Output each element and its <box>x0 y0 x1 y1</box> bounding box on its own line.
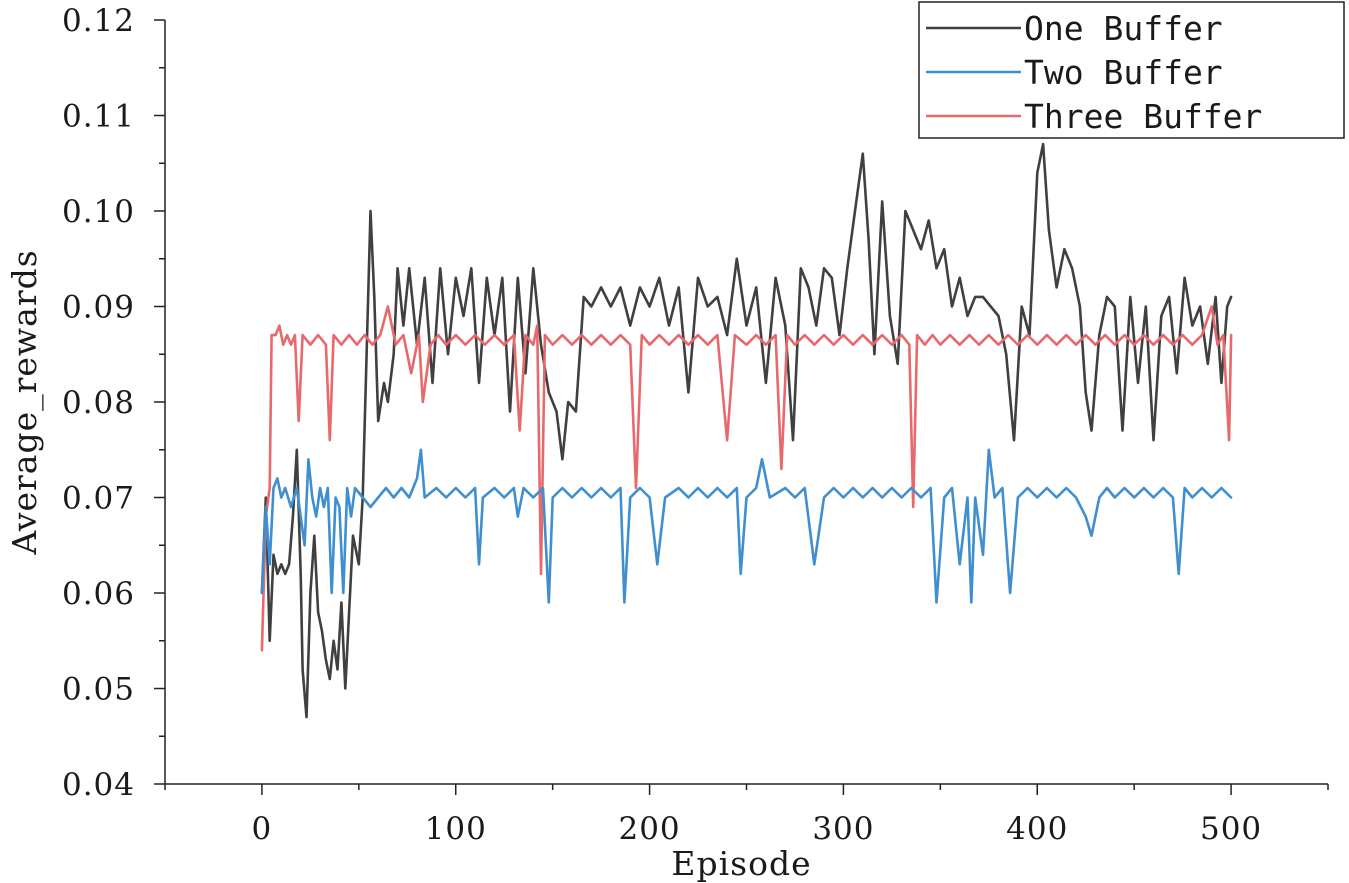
axes: 0.04 0.05 0.06 0.07 0.08 0.09 0.10 0.11 0.12 0 100… <box>5 3 1329 883</box>
legend-label: One Buffer <box>1024 9 1223 48</box>
series-line-two-buffer <box>260 448 1233 604</box>
legend-label: Three Buffer <box>1024 97 1262 136</box>
x-tick-label: 200 <box>618 811 680 847</box>
y-axis-title: Average_rewards <box>5 249 45 555</box>
x-tick-label: 500 <box>1200 811 1262 847</box>
x-tick-label: 0 <box>252 811 273 847</box>
y-tick-label: 0.10 <box>62 194 135 230</box>
y-tick-label: 0.06 <box>62 576 135 612</box>
legend: One Buffer Two Buffer Three Buffer <box>918 1 1345 139</box>
y-tick-label: 0.08 <box>62 385 135 421</box>
legend-label: Two Buffer <box>1024 53 1223 92</box>
plot-area <box>260 142 1233 719</box>
y-tick-label: 0.04 <box>62 767 135 803</box>
x-axis-title: Episode <box>671 844 811 883</box>
x-tick-label: 400 <box>1006 811 1068 847</box>
y-tick-label: 0.09 <box>62 290 135 326</box>
x-tick-label: 100 <box>425 811 487 847</box>
series-line-one-buffer <box>260 142 1233 719</box>
series-line-three-buffer <box>260 305 1233 652</box>
y-tick-label: 0.11 <box>62 99 135 135</box>
y-tick-label: 0.07 <box>62 481 135 517</box>
y-tick-label: 0.12 <box>62 3 135 39</box>
y-tick-label: 0.05 <box>62 672 135 708</box>
x-tick-label: 300 <box>812 811 874 847</box>
